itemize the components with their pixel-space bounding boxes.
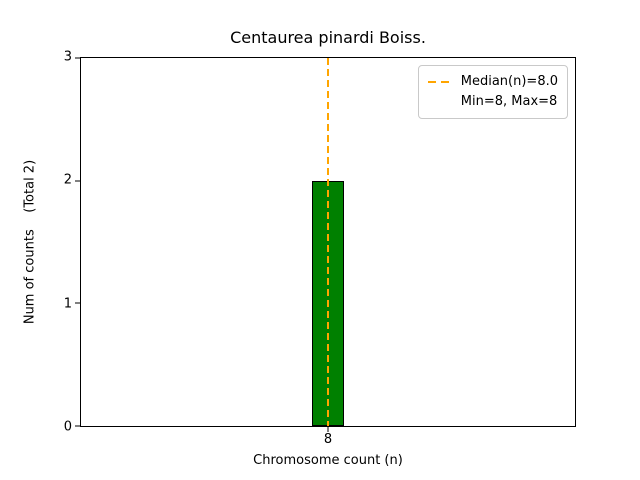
legend-entry-median: Median(n)=8.0 xyxy=(460,74,558,89)
y-tick-mark xyxy=(75,302,80,304)
x-axis-label: Chromosome count (n) xyxy=(253,453,403,468)
y-tick-mark xyxy=(75,425,80,427)
y-tick-label: 3 xyxy=(63,49,72,65)
dashed-line-icon xyxy=(427,81,454,84)
x-tick-label: 8 xyxy=(323,432,333,447)
legend-row-minmax: Min=8, Max=8 xyxy=(428,92,558,112)
y-axis-label: Num of counts (Total 2) xyxy=(22,159,38,325)
x-tick-labels: 8 xyxy=(80,433,576,449)
y-tick-label: 0 xyxy=(63,419,72,435)
chart-title: Centaurea pinardi Boiss. xyxy=(230,28,426,47)
y-tick-label: 2 xyxy=(63,172,72,188)
y-tick-label: 1 xyxy=(63,296,72,312)
y-tick-labels: 0 1 2 3 xyxy=(40,51,72,434)
legend-entry-minmax: Min=8, Max=8 xyxy=(460,94,558,110)
y-tick-mark xyxy=(75,180,80,182)
plot-area: Median(n)=8.0 Min=8, Max=8 xyxy=(75,57,576,432)
x-tick-mark xyxy=(327,427,329,432)
legend-row-median: Median(n)=8.0 xyxy=(427,72,558,92)
median-line xyxy=(327,58,329,426)
legend: Median(n)=8.0 Min=8, Max=8 xyxy=(417,65,568,120)
y-tick-mark xyxy=(75,57,80,59)
